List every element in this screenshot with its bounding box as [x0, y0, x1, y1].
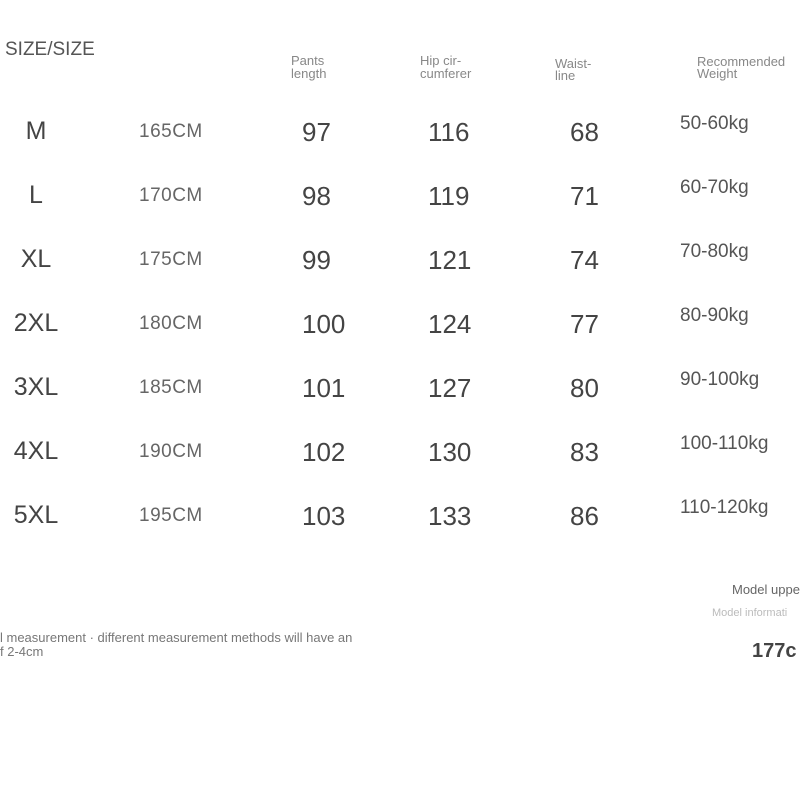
weight-cell: 70-80kg	[680, 241, 749, 262]
waistline-cell: 80	[570, 373, 599, 403]
size-cell: 5XL	[13, 501, 59, 529]
size-cell: L	[29, 181, 43, 209]
waistline-cell: 86	[570, 501, 599, 531]
hip-cell: 116	[428, 117, 470, 147]
height-cell: 190CM	[139, 441, 203, 462]
column-header: Hip cir-	[420, 53, 462, 68]
pants-length-cell: 103	[302, 501, 346, 531]
waistline-cell: 77	[570, 309, 599, 339]
waistline-cell: 68	[570, 117, 599, 147]
model-height: 177c	[752, 640, 797, 662]
height-cell: 195CM	[139, 505, 203, 526]
size-cell: 3XL	[13, 373, 59, 401]
weight-cell: 80-90kg	[680, 305, 749, 326]
height-cell: 185CM	[139, 377, 203, 398]
height-cell: 175CM	[139, 249, 203, 270]
column-header: length	[291, 66, 327, 81]
hip-cell: 133	[428, 501, 472, 531]
column-header: Weight	[697, 66, 738, 81]
weight-cell: 100-110kg	[680, 433, 769, 454]
model-info: Model informati	[712, 607, 788, 619]
pants-length-cell: 97	[302, 117, 331, 147]
weight-cell: 110-120kg	[680, 497, 769, 518]
table-title: SIZE/SIZE	[5, 39, 95, 60]
column-header: Waist-	[555, 56, 592, 71]
weight-cell: 50-60kg	[680, 113, 749, 134]
column-header: line	[555, 68, 576, 83]
size-cell: XL	[20, 245, 52, 273]
pants-length-cell: 98	[302, 181, 331, 211]
pants-length-cell: 102	[302, 437, 346, 467]
note-line: f 2-4cm	[0, 644, 44, 659]
column-header: Recommended	[697, 54, 786, 69]
size-cell: M	[25, 117, 47, 145]
pants-length-cell: 100	[302, 309, 346, 339]
model-title: Model uppe	[732, 582, 800, 597]
weight-cell: 60-70kg	[680, 177, 749, 198]
size-cell: 2XL	[13, 309, 59, 337]
pants-length-cell: 101	[302, 373, 346, 403]
height-cell: 180CM	[139, 313, 203, 334]
note-line: l measurement · different measurement me…	[0, 630, 353, 645]
hip-cell: 127	[428, 373, 472, 403]
weight-cell: 90-100kg	[680, 369, 760, 390]
column-header: Pants	[291, 53, 325, 68]
size-cell: 4XL	[13, 437, 59, 465]
waistline-cell: 74	[570, 245, 599, 275]
hip-cell: 130	[428, 437, 472, 467]
waistline-cell: 83	[570, 437, 599, 467]
hip-cell: 124	[428, 309, 472, 339]
height-cell: 165CM	[139, 121, 203, 142]
column-header: cumferer	[420, 66, 472, 81]
hip-cell: 121	[428, 245, 472, 275]
hip-cell: 119	[428, 181, 470, 211]
waistline-cell: 71	[570, 181, 599, 211]
height-cell: 170CM	[139, 185, 203, 206]
pants-length-cell: 99	[302, 245, 331, 275]
